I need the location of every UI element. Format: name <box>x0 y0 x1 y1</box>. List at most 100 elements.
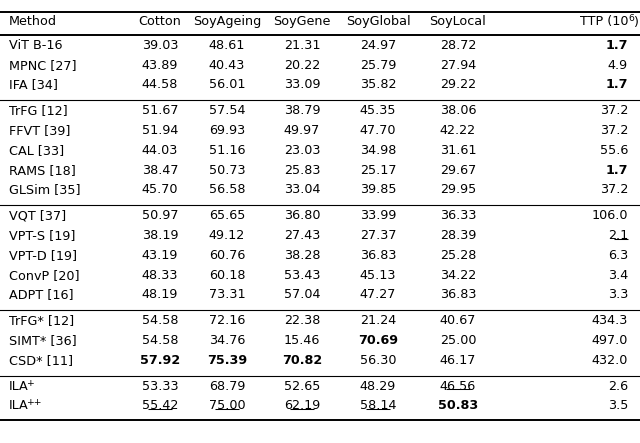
Text: ++: ++ <box>26 398 41 408</box>
Text: 3.3: 3.3 <box>607 288 628 301</box>
Text: 3.4: 3.4 <box>608 268 628 282</box>
Text: 65.65: 65.65 <box>209 209 245 222</box>
Text: SoyLocal: SoyLocal <box>429 15 486 28</box>
Text: 3.5: 3.5 <box>607 400 628 412</box>
Text: 47.70: 47.70 <box>360 124 396 137</box>
Text: 69.93: 69.93 <box>209 124 245 137</box>
Text: 51.67: 51.67 <box>141 104 179 117</box>
Text: 497.0: 497.0 <box>591 334 628 347</box>
Text: 53.33: 53.33 <box>141 380 179 392</box>
Text: 27.43: 27.43 <box>284 229 320 242</box>
Text: 75.39: 75.39 <box>207 354 247 367</box>
Text: 37.2: 37.2 <box>600 104 628 117</box>
Text: 6.3: 6.3 <box>608 249 628 262</box>
Text: CAL [33]: CAL [33] <box>9 144 64 157</box>
Text: 62.19: 62.19 <box>284 400 320 412</box>
Text: ): ) <box>633 16 638 29</box>
Text: Method: Method <box>9 15 57 28</box>
Text: 58.14: 58.14 <box>360 400 396 412</box>
Text: 48.19: 48.19 <box>142 288 178 301</box>
Text: 39.03: 39.03 <box>141 39 179 52</box>
Text: 29.95: 29.95 <box>440 183 476 196</box>
Text: VPT-S [19]: VPT-S [19] <box>9 229 76 242</box>
Text: 56.01: 56.01 <box>209 78 245 91</box>
Text: 42.22: 42.22 <box>440 124 476 137</box>
Text: 70.69: 70.69 <box>358 334 398 347</box>
Text: 34.22: 34.22 <box>440 268 476 282</box>
Text: 35.82: 35.82 <box>360 78 396 91</box>
Text: Cotton: Cotton <box>139 15 181 28</box>
Text: 25.83: 25.83 <box>284 163 320 177</box>
Text: 49.12: 49.12 <box>209 229 245 242</box>
Text: 56.30: 56.30 <box>360 354 396 367</box>
Text: 39.85: 39.85 <box>360 183 396 196</box>
Text: 38.79: 38.79 <box>284 104 320 117</box>
Text: 47.27: 47.27 <box>360 288 396 301</box>
Text: 37.2: 37.2 <box>600 124 628 137</box>
Text: 75.00: 75.00 <box>209 400 245 412</box>
Text: 50.97: 50.97 <box>141 209 179 222</box>
Text: ADPT [16]: ADPT [16] <box>9 288 74 301</box>
Text: 45.35: 45.35 <box>360 104 396 117</box>
Text: 6: 6 <box>628 13 634 23</box>
Text: 68.79: 68.79 <box>209 380 245 392</box>
Text: 40.67: 40.67 <box>440 314 476 327</box>
Text: CSD* [11]: CSD* [11] <box>9 354 73 367</box>
Text: MPNC [27]: MPNC [27] <box>9 58 77 72</box>
Text: 22.38: 22.38 <box>284 314 320 327</box>
Text: 43.89: 43.89 <box>142 58 178 72</box>
Text: 31.61: 31.61 <box>440 144 476 157</box>
Text: 33.09: 33.09 <box>284 78 320 91</box>
Text: 4.9: 4.9 <box>608 58 628 72</box>
Text: 36.83: 36.83 <box>440 288 476 301</box>
Text: 52.65: 52.65 <box>284 380 320 392</box>
Text: 45.13: 45.13 <box>360 268 396 282</box>
Text: 23.03: 23.03 <box>284 144 320 157</box>
Text: 48.61: 48.61 <box>209 39 245 52</box>
Text: 15.46: 15.46 <box>284 334 320 347</box>
Text: 36.80: 36.80 <box>284 209 320 222</box>
Text: 55.6: 55.6 <box>600 144 628 157</box>
Text: 38.28: 38.28 <box>284 249 320 262</box>
Text: TrFG [12]: TrFG [12] <box>9 104 68 117</box>
Text: VPT-D [19]: VPT-D [19] <box>9 249 77 262</box>
Text: 434.3: 434.3 <box>591 314 628 327</box>
Text: 57.54: 57.54 <box>209 104 245 117</box>
Text: 21.24: 21.24 <box>360 314 396 327</box>
Text: 25.17: 25.17 <box>360 163 396 177</box>
Text: 27.94: 27.94 <box>440 58 476 72</box>
Text: 37.2: 37.2 <box>600 183 628 196</box>
Text: 1.7: 1.7 <box>605 78 628 91</box>
Text: 2.1: 2.1 <box>608 229 628 242</box>
Text: 106.0: 106.0 <box>591 209 628 222</box>
Text: 38.06: 38.06 <box>440 104 476 117</box>
Text: 70.82: 70.82 <box>282 354 322 367</box>
Text: 29.22: 29.22 <box>440 78 476 91</box>
Text: SoyAgeing: SoyAgeing <box>193 15 261 28</box>
Text: 28.72: 28.72 <box>440 39 476 52</box>
Text: +: + <box>26 379 33 388</box>
Text: 51.94: 51.94 <box>142 124 178 137</box>
Text: 40.43: 40.43 <box>209 58 245 72</box>
Text: FFVT [39]: FFVT [39] <box>9 124 70 137</box>
Text: 44.58: 44.58 <box>142 78 178 91</box>
Text: 28.39: 28.39 <box>440 229 476 242</box>
Text: 46.56: 46.56 <box>440 380 476 392</box>
Text: 73.31: 73.31 <box>209 288 245 301</box>
Text: 43.19: 43.19 <box>142 249 178 262</box>
Text: 21.31: 21.31 <box>284 39 320 52</box>
Text: 25.79: 25.79 <box>360 58 396 72</box>
Text: 72.16: 72.16 <box>209 314 245 327</box>
Text: 51.16: 51.16 <box>209 144 245 157</box>
Text: ConvP [20]: ConvP [20] <box>9 268 79 282</box>
Text: 24.97: 24.97 <box>360 39 396 52</box>
Text: 48.29: 48.29 <box>360 380 396 392</box>
Text: ILA: ILA <box>9 380 29 392</box>
Text: 60.76: 60.76 <box>209 249 245 262</box>
Text: 49.97: 49.97 <box>284 124 320 137</box>
Text: 36.83: 36.83 <box>360 249 396 262</box>
Text: 50.83: 50.83 <box>438 400 478 412</box>
Text: 25.28: 25.28 <box>440 249 476 262</box>
Text: RAMS [18]: RAMS [18] <box>9 163 76 177</box>
Text: 57.92: 57.92 <box>140 354 180 367</box>
